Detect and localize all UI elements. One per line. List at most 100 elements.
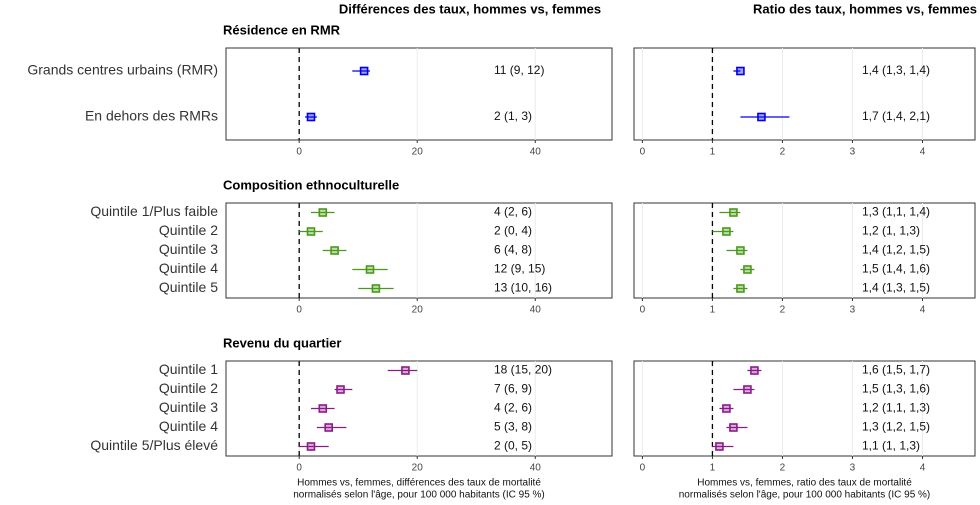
value-label: 1,1 (1, 1,3) xyxy=(862,439,920,453)
point xyxy=(722,404,731,413)
x-tick-label: 0 xyxy=(640,463,646,474)
group-title: Revenu du quartier xyxy=(223,335,341,350)
x-tick-label: 4 xyxy=(920,463,926,474)
x-tick-label: 3 xyxy=(850,463,856,474)
x-tick-label: 0 xyxy=(296,463,302,474)
point xyxy=(729,423,738,432)
x-tick-label: 20 xyxy=(412,305,424,316)
column-title: Différences des taux, hommes vs, femmes xyxy=(339,1,601,16)
point xyxy=(729,208,738,217)
point xyxy=(306,442,316,451)
x-tick-label: 40 xyxy=(530,463,542,474)
x-axis-label: Hommes vs, femmes, différences des taux … xyxy=(297,478,541,489)
value-label: 13 (10, 16) xyxy=(494,281,552,295)
x-axis-label: normalisés selon l'âge, pour 100 000 hab… xyxy=(293,490,545,501)
category-label: Quintile 2 xyxy=(159,222,218,238)
x-tick-label: 40 xyxy=(530,147,542,158)
panel xyxy=(225,47,613,141)
x-tick-label: 3 xyxy=(850,305,856,316)
category-label: Quintile 5/Plus élevé xyxy=(90,437,218,453)
point xyxy=(715,442,724,451)
value-label: 1,2 (1,1, 1,3) xyxy=(862,401,930,415)
category-label: En dehors des RMRs xyxy=(85,108,218,124)
value-label: 1,5 (1,3, 1,6) xyxy=(862,382,930,396)
point xyxy=(336,385,345,394)
point xyxy=(401,366,410,375)
x-tick-label: 2 xyxy=(780,147,786,158)
x-tick-label: 0 xyxy=(640,147,646,158)
value-label: 1,6 (1,5, 1,7) xyxy=(862,363,930,377)
x-tick-label: 3 xyxy=(850,147,856,158)
value-label: 2 (0, 5) xyxy=(494,439,532,453)
point xyxy=(365,265,375,274)
x-axis-label: Hommes vs, femmes, ratio des taux de mor… xyxy=(697,478,912,489)
point xyxy=(750,366,759,375)
value-label: 2 (1, 3) xyxy=(494,109,532,123)
x-axis-label: normalisés selon l'âge, pour 100 000 hab… xyxy=(679,490,931,501)
category-label: Quintile 3 xyxy=(159,399,218,415)
category-label: Quintile 1/Plus faible xyxy=(90,203,218,219)
value-label: 5 (3, 8) xyxy=(494,420,532,434)
group-title: Résidence en RMR xyxy=(223,22,341,37)
panel xyxy=(633,360,976,457)
x-tick-label: 0 xyxy=(640,305,646,316)
value-label: 4 (2, 6) xyxy=(494,401,532,415)
value-label: 1,5 (1,4, 1,6) xyxy=(862,262,930,276)
point xyxy=(306,112,316,122)
panel xyxy=(225,360,613,457)
x-tick-label: 20 xyxy=(412,463,424,474)
point xyxy=(743,385,752,394)
category-label: Quintile 5 xyxy=(159,279,218,295)
point xyxy=(330,246,339,255)
value-label: 1,4 (1,3, 1,5) xyxy=(862,281,930,295)
panel xyxy=(633,202,976,299)
point xyxy=(359,66,369,76)
column-title: Ratio des taux, hommes vs, femmes xyxy=(753,1,977,16)
point xyxy=(722,227,731,236)
panel xyxy=(633,47,976,141)
point xyxy=(324,423,333,432)
point xyxy=(736,284,745,293)
x-tick-label: 0 xyxy=(296,305,302,316)
group-title: Composition ethnoculturelle xyxy=(223,177,399,192)
x-tick-label: 2 xyxy=(780,305,786,316)
point xyxy=(757,112,766,122)
value-label: 1,7 (1,4, 2,1) xyxy=(862,109,930,123)
category-label: Grands centres urbains (RMR) xyxy=(27,62,218,78)
point xyxy=(306,227,316,236)
value-label: 2 (0, 4) xyxy=(494,224,532,238)
x-tick-label: 0 xyxy=(296,147,302,158)
value-label: 11 (9, 12) xyxy=(494,63,544,77)
x-tick-label: 4 xyxy=(920,305,926,316)
point xyxy=(371,284,381,293)
value-label: 1,2 (1, 1,3) xyxy=(862,224,920,238)
point xyxy=(736,246,745,255)
value-label: 6 (4, 8) xyxy=(494,243,532,257)
value-label: 1,3 (1,1, 1,4) xyxy=(862,205,930,219)
category-label: Quintile 4 xyxy=(159,260,218,276)
x-tick-label: 4 xyxy=(920,147,926,158)
x-tick-label: 2 xyxy=(780,463,786,474)
x-tick-label: 20 xyxy=(412,147,424,158)
point xyxy=(743,265,752,274)
category-label: Quintile 3 xyxy=(159,241,218,257)
x-tick-label: 1 xyxy=(710,147,716,158)
x-tick-label: 1 xyxy=(710,305,716,316)
value-label: 7 (6, 9) xyxy=(494,382,532,396)
value-label: 1,4 (1,3, 1,4) xyxy=(862,63,930,77)
value-label: 12 (9, 15) xyxy=(494,262,545,276)
category-label: Quintile 2 xyxy=(159,380,218,396)
point xyxy=(318,208,328,217)
point xyxy=(318,404,328,413)
category-label: Quintile 4 xyxy=(159,418,218,434)
value-label: 1,4 (1,2, 1,5) xyxy=(862,243,930,257)
point xyxy=(736,66,745,76)
panel xyxy=(225,202,613,299)
value-label: 18 (15, 20) xyxy=(494,363,552,377)
value-label: 1,3 (1,2, 1,5) xyxy=(862,420,930,434)
value-label: 4 (2, 6) xyxy=(494,205,532,219)
x-tick-label: 1 xyxy=(710,463,716,474)
category-label: Quintile 1 xyxy=(159,361,218,377)
x-tick-label: 40 xyxy=(530,305,542,316)
